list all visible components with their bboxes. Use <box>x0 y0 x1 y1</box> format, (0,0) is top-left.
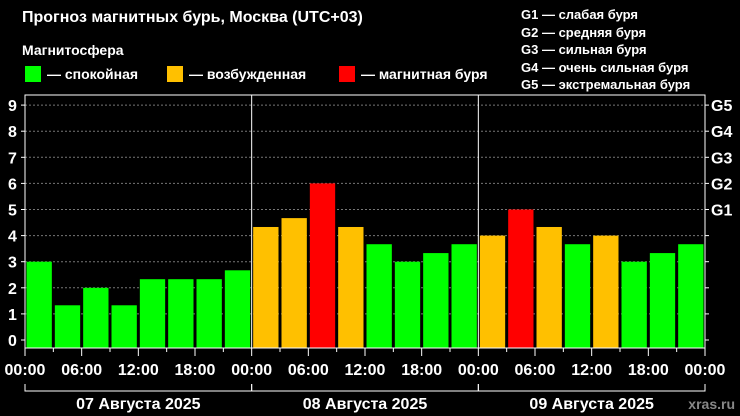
y-tick-label: 1 <box>8 307 17 324</box>
legend-item-active: — возбужденная <box>167 66 306 82</box>
day-bracket <box>251 384 479 392</box>
g-legend-item: G4 — очень сильная буря <box>521 59 689 75</box>
watermark: xras.ru <box>688 396 735 412</box>
g-legend-item: G3 — сильная буря <box>521 42 647 57</box>
legend-swatch-quiet <box>25 66 41 82</box>
bar <box>26 261 52 348</box>
y-tick-label: 4 <box>8 229 17 246</box>
y-tick-label: 0 <box>8 333 17 350</box>
x-tick-label: 00:00 <box>685 362 726 379</box>
bar <box>621 261 647 348</box>
x-tick-label: 06:00 <box>61 362 102 379</box>
y-tick-label: 3 <box>8 255 17 272</box>
y-tick-label: 9 <box>8 98 17 115</box>
bar <box>564 244 591 348</box>
x-tick-label: 06:00 <box>288 362 329 379</box>
bar <box>224 270 251 348</box>
bar <box>309 183 336 348</box>
day-bracket <box>24 384 253 392</box>
g-scale-label: G1 <box>711 203 732 220</box>
x-tick-label: 12:00 <box>118 362 159 379</box>
bar <box>281 218 307 348</box>
bar <box>394 261 421 348</box>
bar <box>423 253 449 348</box>
g-scale-label: G4 <box>711 124 732 141</box>
y-tick-label: 8 <box>8 124 17 141</box>
bar <box>649 253 676 348</box>
legend-item-quiet: — спокойная <box>25 66 138 82</box>
bar <box>253 226 279 348</box>
g-scale-label: G2 <box>711 176 732 193</box>
g-scale-label: G5 <box>711 98 732 115</box>
bar <box>338 226 364 348</box>
y-tick-label: 5 <box>8 203 17 220</box>
legend-swatch-storm <box>339 66 355 82</box>
x-tick-label: 12:00 <box>571 362 612 379</box>
magnetosphere-label: Магнитосфера <box>22 42 124 58</box>
g-scale-legend: G1 — слабая буря G2 — средняя буря G3 — … <box>521 6 690 94</box>
bar <box>536 226 562 348</box>
bar <box>678 244 704 348</box>
x-tick-label: 18:00 <box>628 362 669 379</box>
bar <box>593 235 619 348</box>
legend-swatch-active <box>167 66 183 82</box>
x-tick-label: 12:00 <box>345 362 386 379</box>
legend-label: — магнитная буря <box>361 66 488 82</box>
day-label: 09 Августа 2025 <box>529 396 654 413</box>
g-legend-item: G2 — средняя буря <box>521 24 647 40</box>
day-bracket <box>477 384 706 392</box>
y-tick-label: 6 <box>8 176 17 193</box>
bar <box>54 305 81 348</box>
g-legend-item: G5 — экстремальная буря <box>521 77 691 92</box>
bar <box>196 279 222 348</box>
bar <box>366 244 392 348</box>
x-tick-label: 18:00 <box>401 362 442 379</box>
bar <box>508 209 534 348</box>
bar <box>451 244 477 348</box>
x-tick-label: 06:00 <box>515 362 556 379</box>
x-tick-label: 00:00 <box>5 362 46 379</box>
g-scale-label: G3 <box>711 150 732 167</box>
day-label: 08 Августа 2025 <box>303 396 428 413</box>
y-tick-label: 2 <box>8 281 17 298</box>
bar <box>111 305 137 348</box>
bar <box>83 287 109 348</box>
g-legend-item: G1 — слабая буря <box>521 7 639 22</box>
bar <box>168 279 194 348</box>
legend-item-storm: — магнитная буря <box>339 66 488 82</box>
legend-label: — спокойная <box>47 66 139 82</box>
x-tick-label: 00:00 <box>458 362 499 379</box>
x-tick-label: 18:00 <box>175 362 216 379</box>
bar <box>479 235 506 348</box>
legend-label: — возбужденная <box>189 66 307 82</box>
day-label: 07 Августа 2025 <box>76 396 201 413</box>
chart-title: Прогноз магнитных бурь, Москва (UTC+03) <box>22 9 363 26</box>
y-tick-label: 7 <box>8 150 17 167</box>
bar <box>139 279 166 348</box>
x-tick-label: 00:00 <box>231 362 272 379</box>
